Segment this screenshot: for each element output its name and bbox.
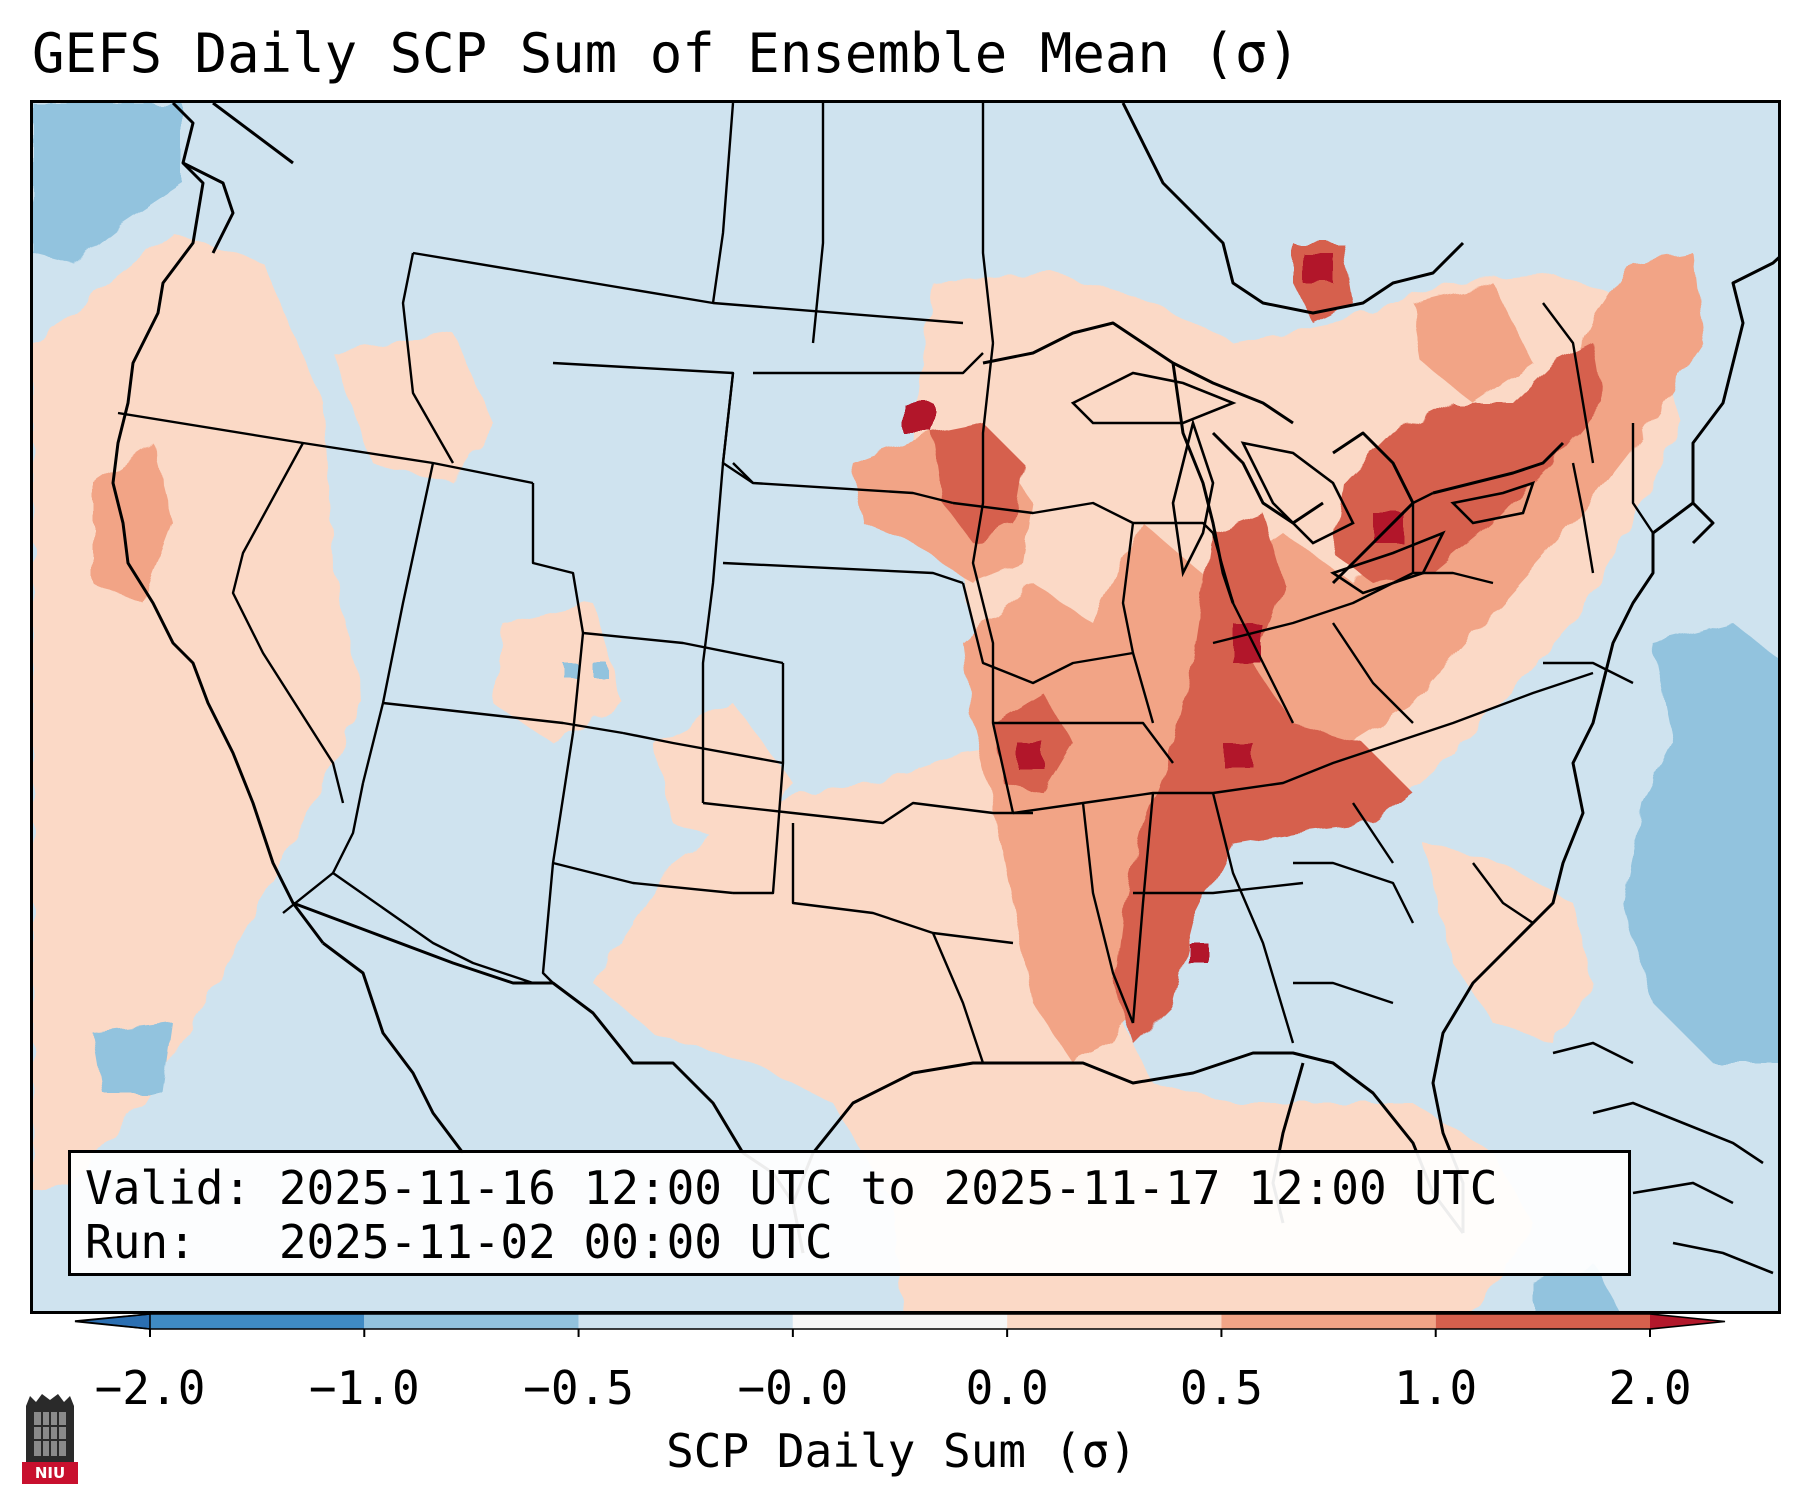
colorbar-segment [364, 1314, 579, 1329]
colorbar-segment [150, 1314, 365, 1329]
colorbar-tick-label: −1.0 [308, 1361, 420, 1415]
map-panel [30, 100, 1781, 1314]
colorbar-tick-label: 0.5 [1179, 1361, 1263, 1415]
great-lakes [1070, 371, 1536, 595]
colorbar-segment [1435, 1314, 1650, 1329]
colorbar [74, 1313, 1726, 1337]
anomaly-negative [33, 103, 1778, 1311]
colorbar-tick-label: −0.0 [737, 1361, 849, 1415]
colorbar-tick-label: −2.0 [94, 1361, 206, 1415]
colorbar-tick-label: 2.0 [1608, 1361, 1692, 1415]
state-boundaries [117, 103, 1654, 1064]
valid-time-text: Valid: 2025-11-16 12:00 UTC to 2025-11-1… [85, 1161, 1498, 1215]
colorbar-tick-label: 0.0 [965, 1361, 1049, 1415]
valid-run-info-box: Valid: 2025-11-16 12:00 UTC to 2025-11-1… [68, 1150, 1631, 1276]
colorbar-tick-label: −0.5 [523, 1361, 634, 1415]
niu-logo-text: NIU [22, 1462, 78, 1484]
colorbar-segment [578, 1314, 793, 1329]
colorbar-extend-low [75, 1314, 150, 1329]
colorbar-extend-high [1650, 1314, 1725, 1329]
anomaly-field [33, 103, 1778, 1311]
colorbar-segment [1007, 1314, 1222, 1329]
niu-logo-icon: NIU [22, 1392, 78, 1484]
colorbar-tick-label: 1.0 [1394, 1361, 1478, 1415]
run-time-text: Run: 2025-11-02 00:00 UTC [85, 1215, 833, 1269]
map-canvas [33, 103, 1778, 1311]
map-title: GEFS Daily SCP Sum of Ensemble Mean (σ) [32, 22, 1300, 85]
colorbar-segment [792, 1314, 1008, 1329]
caribbean-islands [1552, 1041, 1774, 1275]
colorbar-segment [1221, 1314, 1436, 1329]
colorbar-title: SCP Daily Sum (σ) [666, 1424, 1137, 1478]
